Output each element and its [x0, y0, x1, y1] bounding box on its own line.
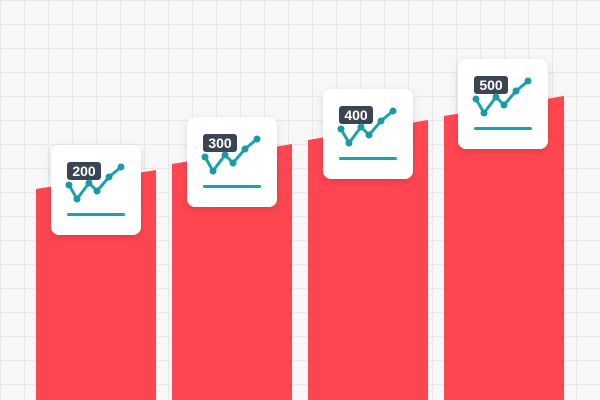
bar-4	[444, 96, 564, 400]
stat-card-3: 400	[323, 89, 413, 179]
baseline	[474, 127, 532, 130]
stat-card-1: 200	[51, 145, 141, 235]
value-label: 300	[208, 135, 232, 151]
stat-card-4: 500	[458, 59, 548, 149]
value-badge	[67, 162, 101, 180]
trend-dots	[337, 107, 397, 147]
value-badge	[203, 134, 237, 152]
value-label: 500	[479, 77, 503, 93]
value-label: 200	[72, 163, 96, 179]
value-badge	[474, 76, 508, 94]
bar-3	[308, 120, 428, 400]
baseline	[67, 213, 125, 216]
stat-card-2: 300	[187, 117, 277, 207]
baseline	[203, 185, 261, 188]
trend-dots	[472, 77, 532, 117]
trend-dots	[65, 163, 125, 203]
value-badge	[339, 106, 373, 124]
trend-dots	[201, 135, 261, 175]
bar-2	[172, 144, 292, 400]
baseline	[339, 157, 397, 160]
value-label: 400	[344, 107, 368, 123]
